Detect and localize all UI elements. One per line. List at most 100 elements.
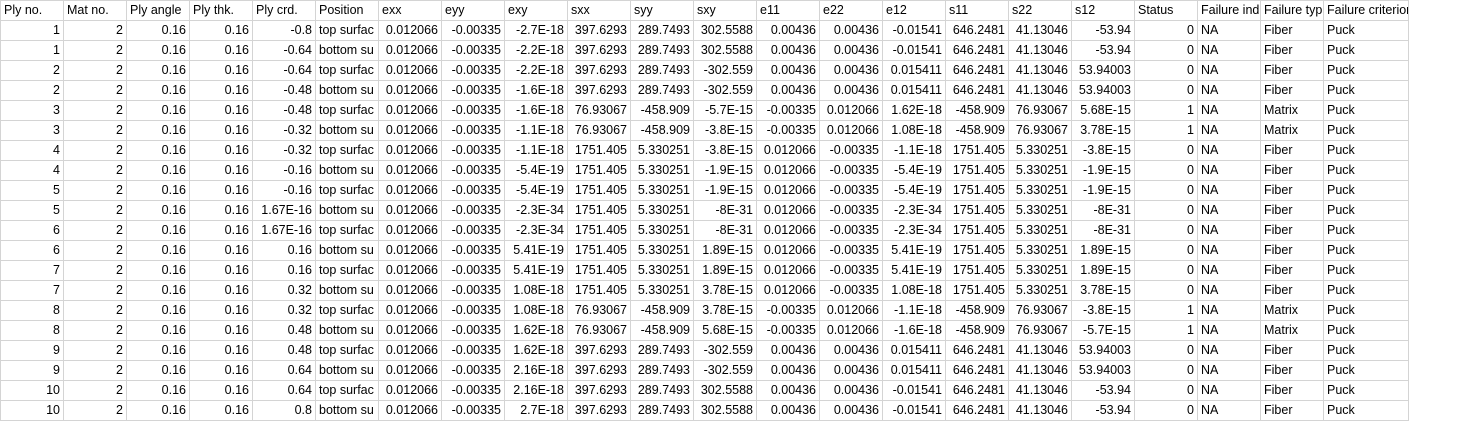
data-cell[interactable]: 5.330251	[630, 200, 694, 221]
data-cell[interactable]: 0.012066	[756, 160, 820, 181]
data-cell[interactable]: 2.7E-18	[504, 400, 568, 421]
data-cell[interactable]: Fiber	[1260, 180, 1324, 201]
data-cell[interactable]: Puck	[1323, 40, 1409, 61]
data-cell[interactable]: 302.5588	[693, 20, 757, 41]
data-cell[interactable]: NA	[1197, 120, 1261, 141]
data-cell[interactable]: 289.7493	[630, 40, 694, 61]
data-cell[interactable]: 1.08E-18	[504, 300, 568, 321]
data-cell[interactable]: 5.330251	[1008, 160, 1072, 181]
data-cell[interactable]: 397.6293	[567, 380, 631, 401]
data-cell[interactable]: -5.4E-19	[504, 160, 568, 181]
data-cell[interactable]: 0.00436	[819, 400, 883, 421]
data-cell[interactable]: 0.00436	[819, 360, 883, 381]
data-cell[interactable]: 5.330251	[630, 140, 694, 161]
data-cell[interactable]: 0.48	[252, 340, 316, 361]
data-cell[interactable]: NA	[1197, 380, 1261, 401]
data-cell[interactable]: -53.94	[1071, 400, 1135, 421]
data-cell[interactable]: -0.00335	[441, 240, 505, 261]
header-cell[interactable]: s12	[1071, 0, 1135, 21]
header-cell[interactable]: Status	[1134, 0, 1198, 21]
data-cell[interactable]: 302.5588	[693, 400, 757, 421]
data-cell[interactable]: 0	[1134, 160, 1198, 181]
data-cell[interactable]: Matrix	[1260, 300, 1324, 321]
data-cell[interactable]: 0.012066	[819, 120, 883, 141]
data-cell[interactable]: 0.00436	[756, 20, 820, 41]
data-cell[interactable]: 0	[1134, 20, 1198, 41]
data-cell[interactable]: 0.00436	[756, 80, 820, 101]
data-cell[interactable]: -53.94	[1071, 20, 1135, 41]
data-cell[interactable]: -53.94	[1071, 380, 1135, 401]
data-cell[interactable]: -2.3E-34	[882, 220, 946, 241]
data-cell[interactable]: 646.2481	[945, 400, 1009, 421]
data-cell[interactable]: Fiber	[1260, 260, 1324, 281]
data-cell[interactable]: 5.330251	[1008, 280, 1072, 301]
data-cell[interactable]: 0.00436	[756, 60, 820, 81]
data-cell[interactable]: 1.62E-18	[504, 340, 568, 361]
data-cell[interactable]: -0.01541	[882, 400, 946, 421]
header-cell[interactable]: e12	[882, 0, 946, 21]
header-cell[interactable]: Ply crd.	[252, 0, 316, 21]
data-cell[interactable]: 5.330251	[630, 160, 694, 181]
data-cell[interactable]: -0.00335	[441, 60, 505, 81]
data-cell[interactable]: Puck	[1323, 380, 1409, 401]
data-cell[interactable]: 0	[1134, 240, 1198, 261]
data-cell[interactable]: Puck	[1323, 220, 1409, 241]
data-cell[interactable]: 0.015411	[882, 360, 946, 381]
data-cell[interactable]: 53.94003	[1071, 340, 1135, 361]
data-cell[interactable]: -0.00335	[819, 140, 883, 161]
data-cell[interactable]: Fiber	[1260, 240, 1324, 261]
data-cell[interactable]: 6	[0, 220, 64, 241]
data-cell[interactable]: 41.13046	[1008, 400, 1072, 421]
header-cell[interactable]: sxx	[567, 0, 631, 21]
header-cell[interactable]: e22	[819, 0, 883, 21]
data-cell[interactable]: 3	[0, 120, 64, 141]
data-cell[interactable]: 0.32	[252, 300, 316, 321]
data-cell[interactable]: -0.00335	[819, 160, 883, 181]
data-cell[interactable]: -2.3E-34	[882, 200, 946, 221]
data-cell[interactable]: 0.16	[126, 100, 190, 121]
data-cell[interactable]: 76.93067	[1008, 300, 1072, 321]
data-cell[interactable]: 5.41E-19	[882, 240, 946, 261]
data-cell[interactable]: 3.78E-15	[693, 300, 757, 321]
data-cell[interactable]: 1751.405	[567, 200, 631, 221]
data-cell[interactable]: 41.13046	[1008, 80, 1072, 101]
data-cell[interactable]: -0.64	[252, 60, 316, 81]
data-cell[interactable]: -2.7E-18	[504, 20, 568, 41]
data-cell[interactable]: 0.16	[189, 300, 253, 321]
data-cell[interactable]: 1751.405	[945, 260, 1009, 281]
data-cell[interactable]: -0.00335	[441, 280, 505, 301]
data-cell[interactable]: Fiber	[1260, 80, 1324, 101]
data-cell[interactable]: 1.89E-15	[693, 260, 757, 281]
data-cell[interactable]: 0.16	[189, 100, 253, 121]
data-cell[interactable]: 1751.405	[945, 200, 1009, 221]
data-cell[interactable]: 0.64	[252, 380, 316, 401]
data-cell[interactable]: 0.012066	[756, 280, 820, 301]
data-cell[interactable]: 2	[63, 180, 127, 201]
data-cell[interactable]: 289.7493	[630, 20, 694, 41]
data-cell[interactable]: 0.012066	[378, 40, 442, 61]
data-cell[interactable]: 7	[0, 280, 64, 301]
data-cell[interactable]: -0.01541	[882, 380, 946, 401]
data-cell[interactable]: 2	[63, 120, 127, 141]
data-cell[interactable]: 0.16	[189, 240, 253, 261]
data-cell[interactable]: 3.78E-15	[1071, 280, 1135, 301]
data-cell[interactable]: 0	[1134, 140, 1198, 161]
data-cell[interactable]: 0	[1134, 60, 1198, 81]
data-cell[interactable]: NA	[1197, 260, 1261, 281]
data-cell[interactable]: 0.16	[126, 400, 190, 421]
data-cell[interactable]: 289.7493	[630, 80, 694, 101]
data-cell[interactable]: 2	[63, 380, 127, 401]
data-cell[interactable]: 0.012066	[819, 100, 883, 121]
data-cell[interactable]: 0.16	[126, 280, 190, 301]
data-cell[interactable]: NA	[1197, 320, 1261, 341]
data-cell[interactable]: 1.67E-16	[252, 200, 316, 221]
data-cell[interactable]: 397.6293	[567, 60, 631, 81]
data-cell[interactable]: 0.012066	[378, 160, 442, 181]
data-cell[interactable]: 646.2481	[945, 360, 1009, 381]
data-cell[interactable]: 0.00436	[819, 80, 883, 101]
data-cell[interactable]: 1.89E-15	[1071, 240, 1135, 261]
data-cell[interactable]: -2.2E-18	[504, 60, 568, 81]
data-cell[interactable]: 1751.405	[945, 280, 1009, 301]
data-cell[interactable]: 0.48	[252, 320, 316, 341]
data-cell[interactable]: NA	[1197, 280, 1261, 301]
